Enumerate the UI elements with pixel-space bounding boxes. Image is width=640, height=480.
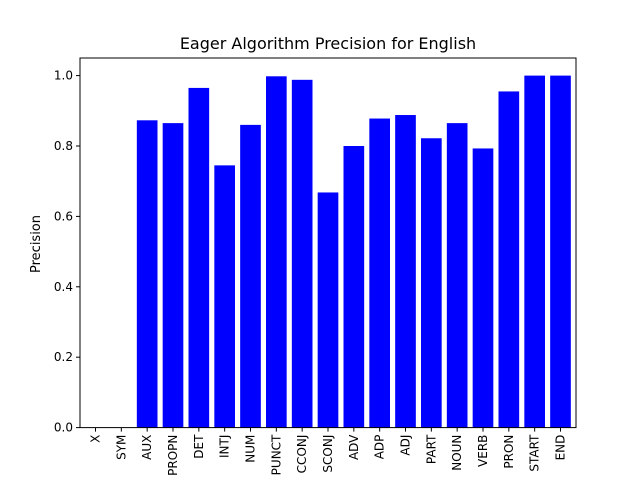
y-tick-label: 0.4 <box>54 280 73 294</box>
bar-adp <box>369 118 390 428</box>
bar-propn <box>162 123 184 428</box>
y-tick-label: 0.6 <box>54 209 73 223</box>
x-tick-label: PUNCT <box>269 434 283 475</box>
x-tick-label: NOUN <box>450 435 464 471</box>
y-tick-label: 0.0 <box>54 421 73 435</box>
bar-det <box>188 87 210 428</box>
y-tick-label: 1.0 <box>54 69 73 83</box>
y-axis-label: Precision <box>29 215 44 273</box>
x-tick-label: START <box>528 434 542 472</box>
bar-part <box>421 138 442 428</box>
bar-pron <box>498 91 520 428</box>
x-tick-label: END <box>554 435 568 461</box>
x-axis-ticks: X SYM AUX PROPN DET INTJ NUM PUNCT CCONJ SCONJ ADV… <box>89 427 568 476</box>
x-tick-label: PROPN <box>166 435 180 476</box>
bar-cconj <box>291 79 313 428</box>
bar-sconj <box>317 192 339 428</box>
bar-noun <box>446 123 468 428</box>
plot-frame <box>79 57 577 429</box>
x-tick-label: PRON <box>502 435 516 469</box>
x-tick-label: PART <box>424 434 438 464</box>
x-tick-label: SCONJ <box>321 435 335 473</box>
x-tick-label: VERB <box>476 435 490 467</box>
y-tick-label: 0.2 <box>54 350 73 364</box>
bar-intj <box>214 165 235 428</box>
bar-adv <box>343 146 365 428</box>
x-tick-label: X <box>89 435 103 443</box>
bar-end <box>550 75 571 428</box>
bar-verb <box>472 148 494 428</box>
bars-group <box>136 75 571 428</box>
x-tick-label: AUX <box>140 435 154 460</box>
x-tick-label: ADV <box>347 434 361 460</box>
y-tick-label: 0.8 <box>54 139 73 153</box>
bar-num <box>240 124 261 428</box>
y-axis-ticks: 0.0 0.2 0.4 0.6 0.8 1.0 <box>54 69 80 435</box>
x-tick-label: ADP <box>373 435 387 460</box>
bar-adj <box>395 115 416 428</box>
bar-punct <box>266 76 287 428</box>
x-tick-label: INTJ <box>218 435 232 458</box>
x-tick-label: SYM <box>114 435 128 460</box>
x-tick-label: NUM <box>244 435 258 463</box>
x-tick-label: ADJ <box>399 435 413 456</box>
bar-start <box>524 75 545 428</box>
bar-aux <box>136 120 158 428</box>
chart-title: Eager Algorithm Precision for English <box>180 34 476 53</box>
x-tick-label: CCONJ <box>295 435 309 474</box>
x-tick-label: DET <box>192 434 206 459</box>
